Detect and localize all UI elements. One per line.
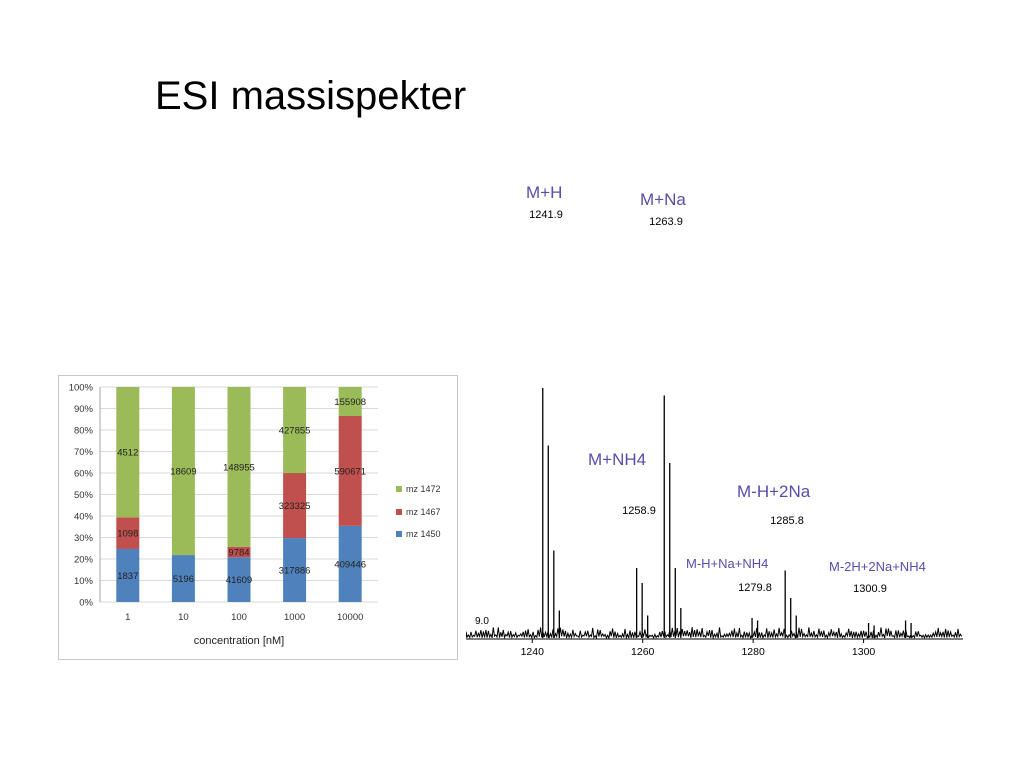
peak-name-label: M-H+2Na bbox=[737, 482, 811, 501]
bar-data-label: 323325 bbox=[279, 501, 311, 512]
peak-value-label: 1279.8 bbox=[738, 582, 772, 594]
bar-data-label: 317886 bbox=[279, 566, 311, 577]
legend-swatch bbox=[396, 509, 402, 515]
x-tick-label: 100 bbox=[231, 612, 247, 623]
bar-data-label: 5196 bbox=[173, 574, 194, 585]
bar-data-label: 409446 bbox=[334, 559, 366, 570]
y-tick-label: 40% bbox=[74, 512, 94, 523]
y-tick-label: 0% bbox=[79, 598, 93, 609]
legend-label: mz 1467 bbox=[406, 507, 441, 517]
y-tick-label: 70% bbox=[74, 447, 94, 458]
x-tick-label: 10 bbox=[178, 612, 189, 623]
bar-data-label: 18609 bbox=[170, 467, 196, 478]
legend-label: mz 1472 bbox=[406, 484, 441, 494]
y-tick-label: 10% bbox=[74, 576, 94, 587]
peak-value-label: 1300.9 bbox=[853, 583, 887, 595]
x-tick-label: 1240 bbox=[521, 646, 545, 658]
peak-name-label: M+Na bbox=[640, 190, 686, 209]
bar-segment bbox=[116, 387, 140, 518]
peak-value-label: 1263.9 bbox=[649, 216, 683, 228]
peak-value-label: 1258.9 bbox=[622, 505, 656, 517]
legend-label: mz 1450 bbox=[406, 529, 441, 539]
bar-segment bbox=[116, 548, 140, 602]
bar-data-label: 4512 bbox=[117, 448, 138, 459]
peak-value-label: 1285.8 bbox=[770, 515, 804, 527]
bar-data-label: 155908 bbox=[334, 397, 366, 408]
bar-segment bbox=[338, 415, 362, 526]
x-tick-label: 1 bbox=[125, 612, 130, 623]
spectrum-baseline bbox=[465, 627, 963, 640]
bar-segment bbox=[227, 387, 251, 547]
bar-segment bbox=[227, 546, 251, 558]
stacked-bar-chart: 0% 10% 20% 30% 40% 50% 60% 70% 80% 90% 100% 1837 109… bbox=[58, 375, 458, 660]
bar-segment bbox=[283, 538, 307, 602]
bar-data-label: 1837 bbox=[117, 571, 138, 582]
bar-data-label: 427855 bbox=[279, 426, 311, 437]
peak-name-label: M+NH4 bbox=[588, 450, 646, 469]
mass-spectrum-chart: 1240 1260 1280 1300 9.0 M+H 1241.9 M+Na 1263.9 M+… bbox=[465, 170, 970, 670]
y-tick-label: 50% bbox=[74, 490, 94, 501]
peak-name-label: M-2H+2Na+NH4 bbox=[829, 559, 926, 574]
stacked-bar-chart-svg: 0%10%20%30%40%50%60%70%80%90%100%1837109… bbox=[58, 375, 458, 660]
bar-segment bbox=[283, 387, 307, 474]
bar-segment bbox=[116, 517, 140, 549]
legend-swatch bbox=[396, 486, 402, 492]
x-tick-label: 1300 bbox=[852, 646, 876, 658]
peak-name-label: M-H+Na+NH4 bbox=[686, 556, 768, 571]
bar-segment bbox=[227, 557, 251, 602]
y-tick-label: 80% bbox=[74, 426, 94, 437]
bar-data-label: 148955 bbox=[223, 462, 255, 473]
bar-segment bbox=[338, 525, 362, 602]
y-tick-label: 30% bbox=[74, 533, 94, 544]
bar-data-label: 590671 bbox=[334, 466, 366, 477]
bar-data-label: 1098 bbox=[117, 529, 138, 540]
x-tick-label: 1280 bbox=[741, 646, 765, 658]
x-axis-title: concentration [nM] bbox=[194, 635, 285, 647]
bar-data-label: 41609 bbox=[226, 575, 252, 586]
x-tick-label: 1000 bbox=[284, 612, 305, 623]
bar-segment bbox=[283, 473, 307, 539]
y-tick-label: 100% bbox=[69, 383, 94, 394]
x-tick-label: 1260 bbox=[631, 646, 655, 658]
peak-name-label: M+H bbox=[526, 183, 562, 202]
axis-start-label: 9.0 bbox=[475, 616, 489, 627]
x-tick-label: 10000 bbox=[337, 612, 363, 623]
bar-data-label: 9784 bbox=[228, 548, 249, 559]
y-tick-label: 60% bbox=[74, 469, 94, 480]
bar-segment bbox=[171, 555, 195, 602]
bar-segment bbox=[338, 387, 362, 416]
y-tick-label: 20% bbox=[74, 555, 94, 566]
peak-value-label: 1241.9 bbox=[529, 209, 563, 221]
y-tick-label: 90% bbox=[74, 404, 94, 415]
bar-segment bbox=[171, 387, 195, 556]
mass-spectrum-svg: 1240 1260 1280 1300 9.0 M+H 1241.9 M+Na 1263.9 M+… bbox=[465, 183, 963, 658]
legend-swatch bbox=[396, 531, 402, 537]
slide-title: ESI massispekter bbox=[155, 74, 467, 118]
